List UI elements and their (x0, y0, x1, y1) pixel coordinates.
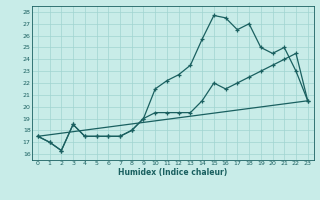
X-axis label: Humidex (Indice chaleur): Humidex (Indice chaleur) (118, 168, 228, 177)
